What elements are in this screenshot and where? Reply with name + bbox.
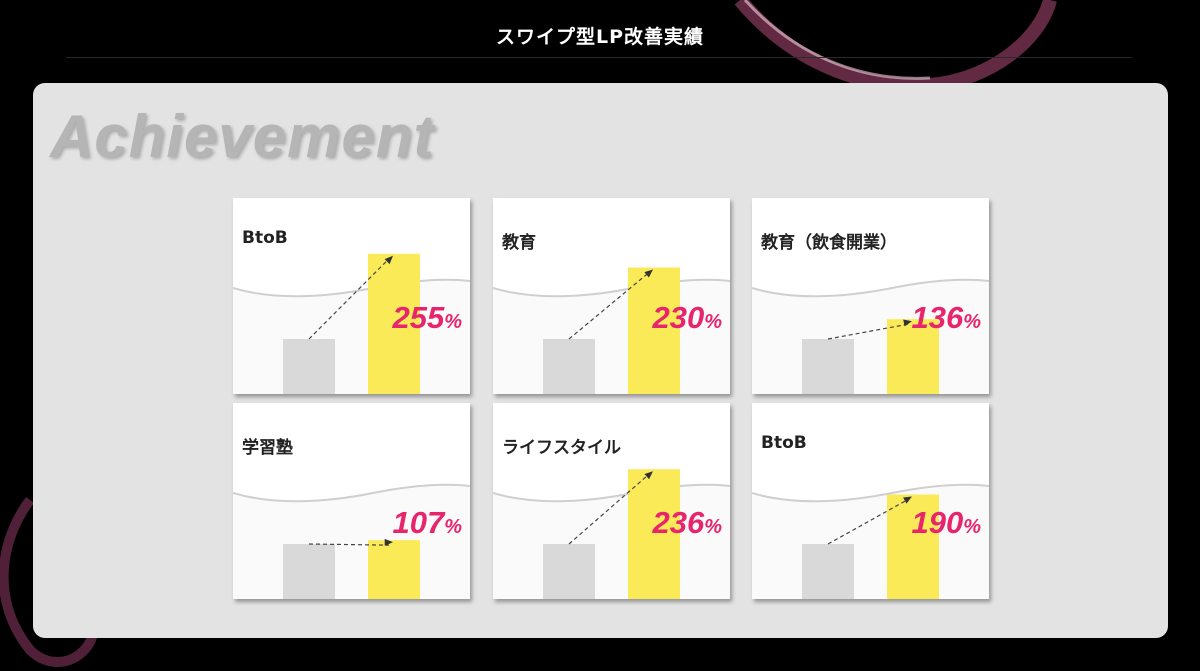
- percent-unit: %: [704, 311, 722, 333]
- arrow-head-icon: [644, 471, 653, 480]
- result-card: ライフスタイル 236%: [493, 403, 730, 599]
- result-card: 学習塾 107%: [233, 403, 470, 599]
- percent-value: 236: [652, 505, 705, 540]
- wave-background: [493, 484, 730, 599]
- dashed-arrow-line: [568, 272, 650, 340]
- wave-line: [752, 483, 989, 503]
- wave-background: [752, 279, 989, 394]
- wave-background: [233, 484, 470, 599]
- percent-unit: %: [444, 311, 462, 333]
- mini-bar-chart: [493, 267, 730, 394]
- arrow-head-icon: [903, 496, 912, 504]
- bar-before: [802, 544, 854, 599]
- bar-before: [283, 544, 335, 599]
- mini-bar-chart: [493, 469, 730, 599]
- title-divider: [66, 57, 1132, 58]
- card-category: ライフスタイル: [502, 438, 621, 458]
- percent-value: 136: [911, 300, 964, 335]
- percent-unit: %: [963, 311, 981, 333]
- bar-after: [887, 494, 939, 599]
- wave-background: [493, 279, 730, 394]
- wave-background: [752, 484, 989, 599]
- mini-bar-chart: [233, 483, 470, 599]
- improvement-percent: 190%: [911, 505, 981, 541]
- achievement-heading: Achievement: [50, 103, 435, 170]
- wave-line: [752, 278, 989, 298]
- bar-after: [628, 267, 680, 394]
- improvement-percent: 255%: [392, 300, 462, 336]
- percent-value: 230: [652, 300, 705, 335]
- percent-unit: %: [444, 516, 462, 538]
- result-card: 教育（飲食開業） 136%: [752, 198, 989, 394]
- bar-before: [543, 339, 595, 394]
- result-card: BtoB 190%: [752, 403, 989, 599]
- result-card: BtoB 255%: [233, 198, 470, 394]
- card-category: 教育: [502, 233, 536, 253]
- dashed-arrow-line: [308, 543, 390, 546]
- page-title: スワイプ型LP改善実績: [495, 26, 705, 48]
- bar-after: [368, 253, 420, 394]
- bar-before: [283, 339, 335, 394]
- improvement-percent: 107%: [392, 505, 462, 541]
- mini-bar-chart: [233, 253, 470, 394]
- result-card: 教育 230%: [493, 198, 730, 394]
- arrow-head-icon: [644, 269, 653, 278]
- percent-unit: %: [963, 516, 981, 538]
- card-category: BtoB: [242, 228, 288, 248]
- percent-unit: %: [704, 516, 722, 538]
- mini-bar-chart: [752, 483, 989, 599]
- bar-after: [628, 469, 680, 599]
- bar-after: [368, 540, 420, 599]
- dashed-arrow-line: [827, 498, 909, 545]
- card-category: BtoB: [761, 433, 807, 453]
- arrow-head-icon: [384, 538, 393, 546]
- bar-before: [802, 339, 854, 394]
- percent-value: 107: [392, 505, 445, 540]
- card-category: 学習塾: [242, 438, 293, 458]
- improvement-percent: 236%: [652, 505, 722, 541]
- bar-before: [543, 544, 595, 599]
- arrow-head-icon: [903, 319, 912, 327]
- percent-value: 255: [392, 300, 445, 335]
- bar-after: [887, 319, 939, 394]
- wave-line: [233, 483, 470, 503]
- card-category: 教育（飲食開業）: [761, 233, 897, 253]
- improvement-percent: 136%: [911, 300, 981, 336]
- percent-value: 190: [911, 505, 964, 540]
- dashed-arrow-line: [308, 258, 390, 340]
- mini-bar-chart: [752, 278, 989, 394]
- improvement-percent: 230%: [652, 300, 722, 336]
- dashed-arrow-line: [568, 473, 650, 545]
- arrow-head-icon: [384, 255, 393, 265]
